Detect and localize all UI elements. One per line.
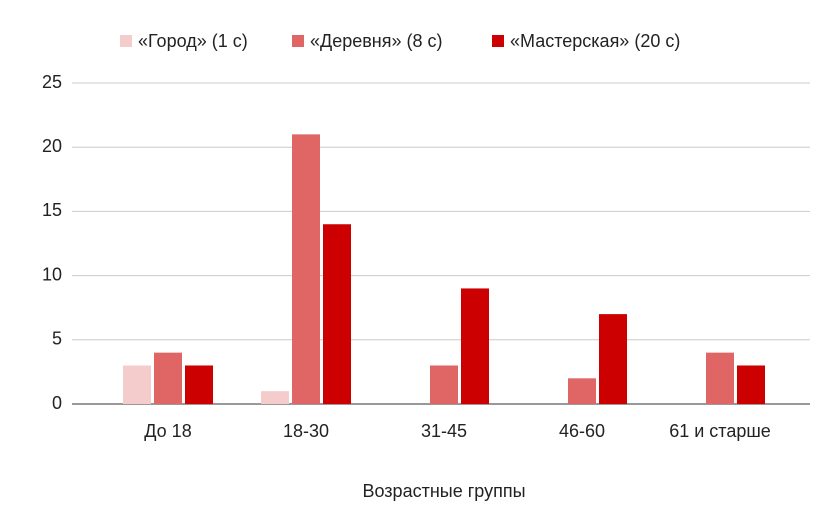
bar [737, 365, 765, 404]
legend-swatch [292, 35, 304, 47]
x-tick-label: До 18 [144, 421, 191, 441]
legend-swatch [492, 35, 504, 47]
legend-swatch [120, 35, 132, 47]
bar [261, 391, 289, 404]
x-axis-title: Возрастные группы [362, 481, 525, 501]
x-tick-label: 46-60 [559, 421, 605, 441]
legend-label: «Деревня» (8 с) [310, 31, 443, 51]
y-tick-label: 10 [42, 264, 62, 284]
bar [154, 352, 182, 404]
bar [123, 365, 151, 404]
x-tick-label: 31-45 [421, 421, 467, 441]
bar [599, 314, 627, 404]
bar [568, 378, 596, 404]
bar [706, 352, 734, 404]
legend-label: «Мастерская» (20 с) [510, 31, 680, 51]
y-tick-label: 20 [42, 136, 62, 156]
y-tick-label: 15 [42, 200, 62, 220]
y-tick-label: 25 [42, 72, 62, 92]
y-tick-label: 0 [52, 393, 62, 413]
y-tick-label: 5 [52, 329, 62, 349]
bar [323, 224, 351, 404]
bar [185, 365, 213, 404]
x-tick-label: 61 и старше [669, 421, 771, 441]
bar [430, 365, 458, 404]
bar [461, 288, 489, 404]
x-tick-label: 18-30 [283, 421, 329, 441]
legend-label: «Город» (1 с) [138, 31, 248, 51]
bar [292, 134, 320, 405]
